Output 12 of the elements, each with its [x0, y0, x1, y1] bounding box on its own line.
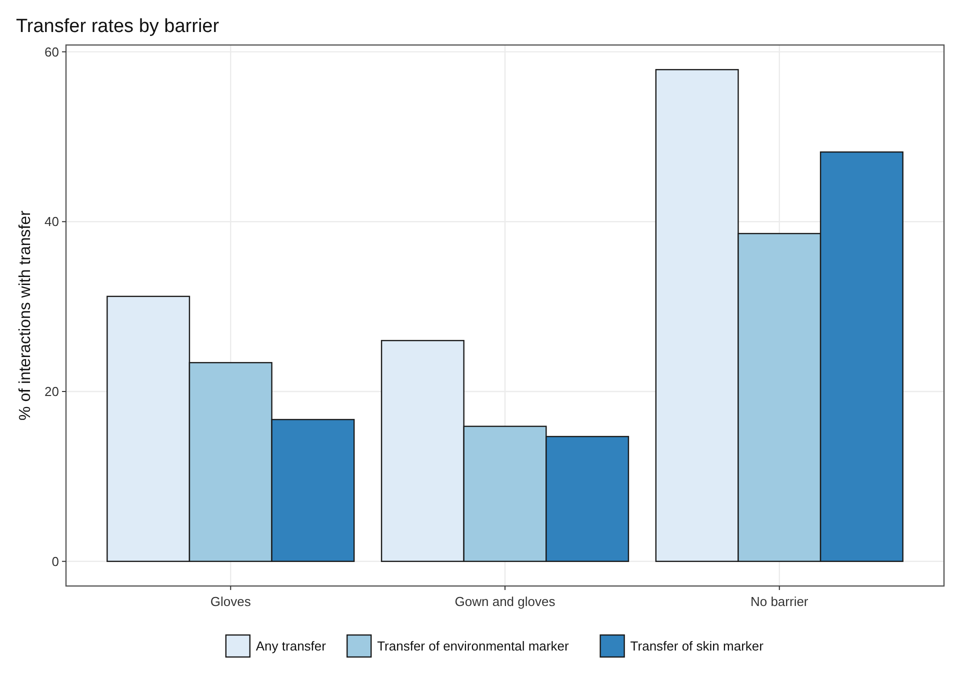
y-tick-label: 60 [44, 44, 59, 60]
y-tick-label: 0 [52, 554, 59, 569]
x-tick-label: No barrier [750, 594, 809, 609]
legend-label: Transfer of environmental marker [377, 638, 570, 654]
y-tick-label: 20 [44, 384, 59, 400]
x-tick-label: Gown and gloves [454, 594, 556, 609]
y-tick-label: 40 [44, 214, 59, 230]
y-axis-title: % of interactions with transfer [17, 210, 34, 420]
x-tick-label: Gloves [210, 594, 252, 609]
legend-label: Transfer of skin marker [630, 638, 764, 654]
chart-title: Transfer rates by barrier [16, 16, 220, 37]
legend-label: Any transfer [256, 638, 327, 654]
